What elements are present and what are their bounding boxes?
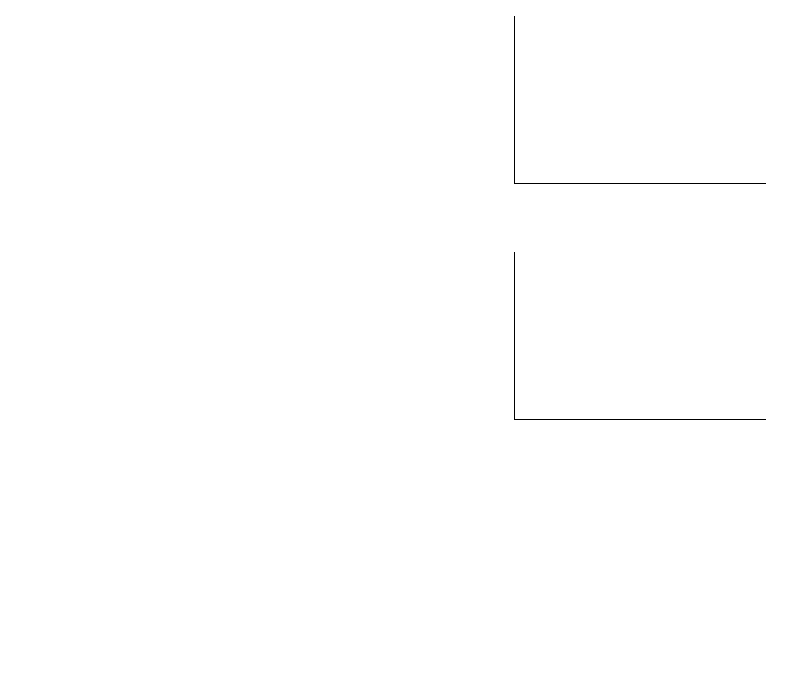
linechart-top bbox=[472, 10, 772, 220]
panel-B-histograms bbox=[148, 8, 458, 628]
lc-top-plot bbox=[514, 16, 766, 184]
linechart-bottom bbox=[472, 246, 772, 456]
lc-bot-plot bbox=[514, 252, 766, 420]
panel-A-workflow bbox=[8, 8, 138, 628]
panel-D-table bbox=[472, 490, 792, 494]
panel-C-linecharts bbox=[472, 10, 792, 480]
